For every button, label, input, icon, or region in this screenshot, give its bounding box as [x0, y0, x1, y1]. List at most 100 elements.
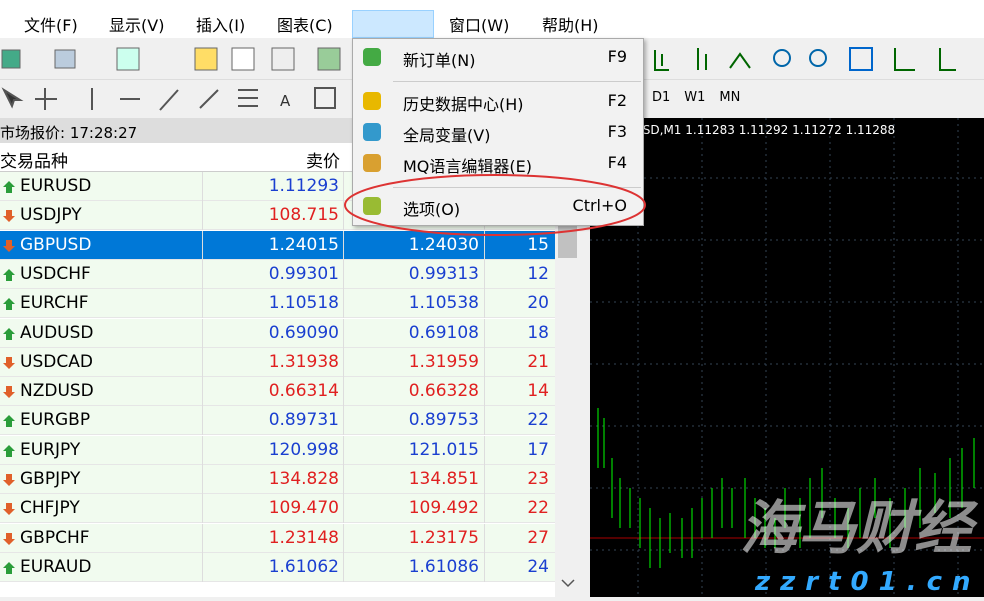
- cell-divider: [343, 230, 344, 260]
- menu-option[interactable]: 新订单(N) F9: [353, 41, 643, 73]
- menu-item[interactable]: 窗口(W): [449, 16, 510, 35]
- cell-divider: [202, 289, 203, 319]
- cell-divider: [484, 435, 485, 465]
- menu-item[interactable]: 文件(F): [24, 16, 78, 35]
- menu-label: 新订单(N): [403, 51, 476, 70]
- spread: 14: [527, 381, 549, 402]
- menu-icon: [363, 123, 381, 141]
- market-row[interactable]: AUDUSD 0.69090 0.69108 18: [0, 318, 555, 348]
- cell-divider: [202, 552, 203, 582]
- menu-option[interactable]: MQ语言编辑器(E) F4: [353, 147, 643, 179]
- separator: [393, 81, 641, 82]
- cell-divider: [343, 465, 344, 494]
- cell-divider: [484, 259, 485, 289]
- timeframe-button[interactable]: D1: [652, 90, 671, 105]
- symbol: GBPCHF: [20, 527, 90, 548]
- market-row[interactable]: GBPJPY 134.828 134.851 23: [0, 465, 555, 494]
- menu-icon: [363, 197, 381, 215]
- market-row[interactable]: CHFJPY 109.470 109.492 22: [0, 494, 555, 524]
- separator: [393, 187, 641, 188]
- direction-arrow: [3, 268, 15, 281]
- menu-label: 全局变量(V): [403, 126, 491, 145]
- cell-divider: [484, 230, 485, 260]
- bid: 1.23148: [268, 527, 339, 548]
- symbol: USDJPY: [20, 205, 82, 226]
- timeframe-button[interactable]: W1: [684, 90, 706, 105]
- cell-divider: [202, 465, 203, 494]
- symbol: USDCAD: [20, 351, 93, 372]
- menu-item[interactable]: 插入(I): [196, 16, 246, 35]
- tools-menu: 新订单(N) F9 历史数据中心(H) F2 全局变量(V) F3 MQ语言编辑器(E) F4…: [352, 38, 644, 226]
- market-row[interactable]: EURGBP 0.89731 0.89753 22: [0, 406, 555, 436]
- market-row[interactable]: EURCHF 1.10518 1.10538 20: [0, 289, 555, 319]
- ask: 0.66328: [408, 381, 479, 402]
- menu-option[interactable]: 全局变量(V) F3: [353, 116, 643, 148]
- symbol: EURCHF: [20, 293, 89, 314]
- bid: 1.31938: [268, 351, 339, 372]
- spread: 15: [527, 234, 549, 255]
- ask: 0.99313: [408, 263, 479, 284]
- market-row[interactable]: GBPUSD 1.24015 1.24030 15: [0, 230, 555, 260]
- symbol: USDCHF: [20, 263, 91, 284]
- menu-bar: 文件(F)显示(V)插入(I)图表(C)工具(T)窗口(W)帮助(H): [0, 0, 984, 38]
- market-row[interactable]: USDCHF 0.99301 0.99313 12: [0, 259, 555, 289]
- direction-arrow: [3, 210, 15, 223]
- toolbar-icons: [1, 47, 956, 71]
- bid: 1.24015: [268, 234, 339, 255]
- cell-divider: [484, 377, 485, 407]
- direction-arrow: [3, 444, 15, 457]
- direction-arrow: [3, 181, 15, 193]
- spread: 12: [527, 263, 549, 284]
- scroll-down[interactable]: [561, 578, 575, 588]
- cell-divider: [343, 494, 344, 524]
- menu-shortcut: F2: [607, 91, 627, 110]
- cell-divider: [343, 435, 344, 465]
- market-row[interactable]: EURJPY 120.998 121.015 17: [0, 435, 555, 465]
- menu-highlight: [352, 10, 434, 38]
- bid: 0.99301: [268, 263, 339, 284]
- ask: 1.24030: [408, 234, 479, 255]
- bid: 134.828: [268, 469, 339, 489]
- market-row[interactable]: GBPCHF 1.23148 1.23175 27: [0, 523, 555, 553]
- ask: 121.015: [408, 439, 479, 460]
- cell-divider: [484, 523, 485, 553]
- symbol: CHFJPY: [20, 498, 80, 519]
- menu-item[interactable]: 显示(V): [109, 16, 165, 35]
- timeframe-button[interactable]: MN: [719, 90, 741, 105]
- market-row[interactable]: USDCAD 1.31938 1.31959 21: [0, 347, 555, 377]
- cell-divider: [202, 435, 203, 465]
- bid: 109.470: [268, 498, 339, 519]
- menu-option[interactable]: 选项(O) Ctrl+O: [353, 190, 643, 222]
- spread: 23: [527, 469, 549, 489]
- bid: 0.69090: [268, 322, 339, 343]
- menu-option[interactable]: 历史数据中心(H) F2: [353, 85, 643, 117]
- spread: 27: [527, 527, 549, 548]
- symbol: NZDUSD: [20, 381, 94, 402]
- bid: 0.66314: [268, 381, 339, 402]
- menu-shortcut: F4: [607, 153, 627, 172]
- menu-icon: [363, 154, 381, 172]
- menu-label: 选项(O): [403, 200, 461, 219]
- ask: 1.10538: [408, 293, 479, 314]
- spread: 24: [527, 556, 549, 577]
- bid: 1.11293: [268, 176, 339, 196]
- market-row[interactable]: EURAUD 1.61062 1.61086 24: [0, 552, 555, 582]
- cell-divider: [484, 406, 485, 436]
- symbol: EURUSD: [20, 176, 92, 196]
- menu-item[interactable]: 帮助(H): [542, 16, 599, 35]
- cell-divider: [202, 523, 203, 553]
- spread: 20: [527, 293, 549, 314]
- ask: 1.23175: [408, 527, 479, 548]
- spread: 21: [527, 351, 549, 372]
- direction-arrow: [3, 532, 15, 545]
- cell-divider: [343, 201, 344, 231]
- direction-arrow: [3, 356, 15, 369]
- cell-divider: [484, 347, 485, 377]
- ask: 0.89753: [408, 410, 479, 431]
- market-row[interactable]: NZDUSD 0.66314 0.66328 14: [0, 377, 555, 407]
- cell-divider: [343, 259, 344, 289]
- svg-text:A: A: [280, 92, 291, 110]
- menu-item[interactable]: 图表(C): [277, 16, 333, 35]
- cell-divider: [343, 406, 344, 436]
